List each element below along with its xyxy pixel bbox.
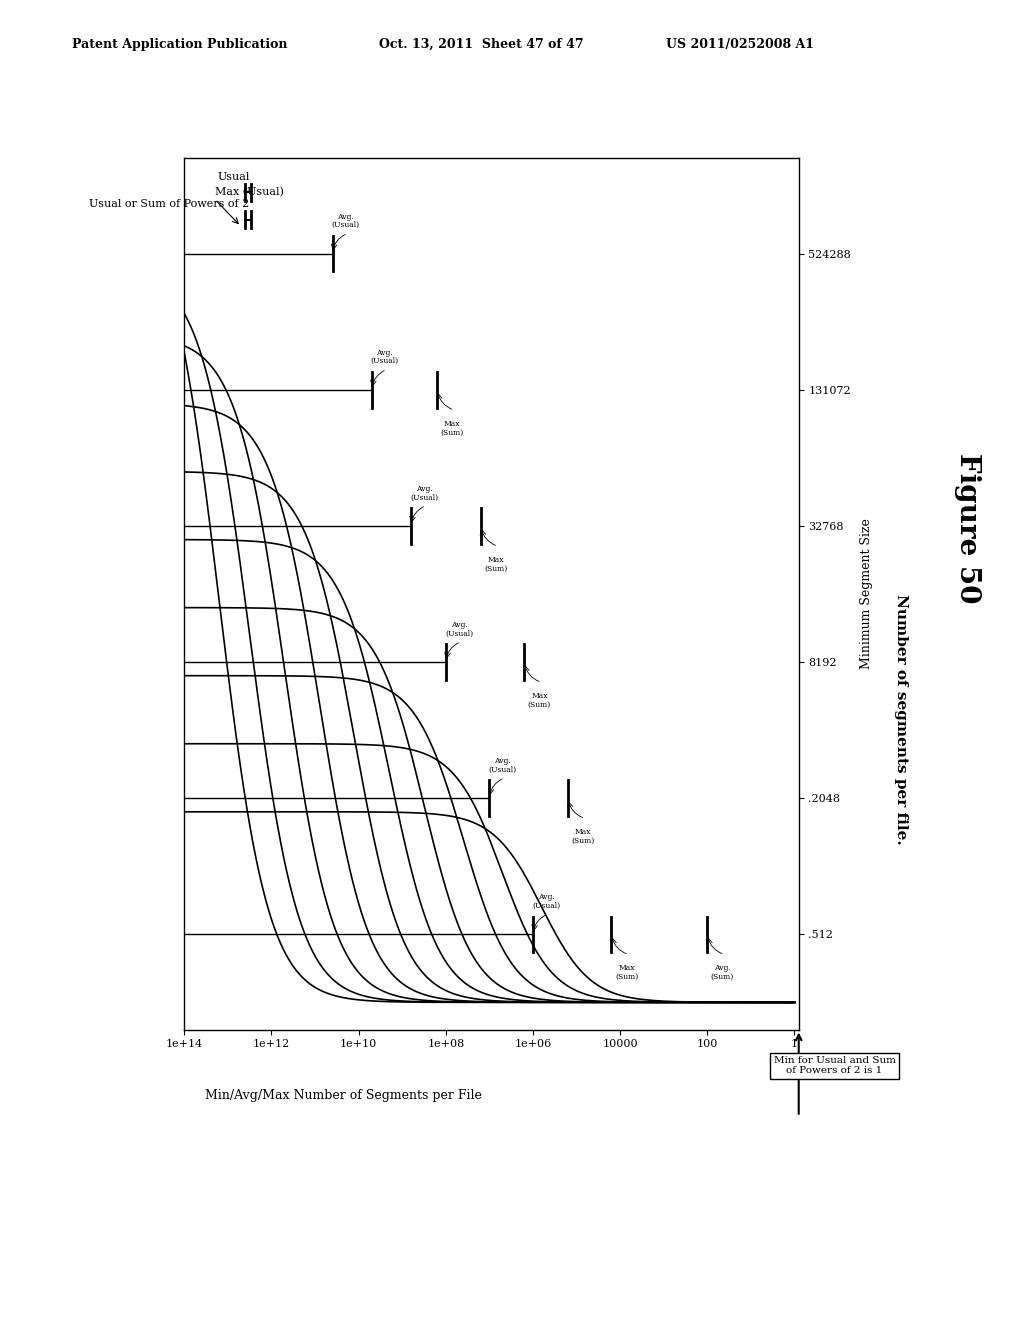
Text: Usual or Sum of Powers of 2: Usual or Sum of Powers of 2 (89, 199, 250, 209)
Text: Patent Application Publication: Patent Application Publication (72, 37, 287, 50)
Text: Avg.
(Usual): Avg. (Usual) (332, 213, 359, 230)
Text: Min for Usual and Sum
of Powers of 2 is 1: Min for Usual and Sum of Powers of 2 is … (773, 1056, 896, 1076)
Text: Max (Usual): Max (Usual) (215, 187, 284, 198)
Text: Min/Avg/Max Number of Segments per File: Min/Avg/Max Number of Segments per File (205, 1089, 481, 1102)
Text: Max
(Sum): Max (Sum) (440, 420, 464, 437)
Text: Avg.
(Usual): Avg. (Usual) (410, 484, 438, 502)
Y-axis label: Minimum Segment Size: Minimum Segment Size (859, 519, 872, 669)
Text: Avg.
(Usual): Avg. (Usual) (371, 348, 399, 366)
Text: Usual: Usual (217, 172, 250, 182)
Text: Avg.
(Usual): Avg. (Usual) (532, 894, 560, 909)
Text: Avg.
(Sum): Avg. (Sum) (711, 964, 734, 981)
Text: Number of segments per file.: Number of segments per file. (894, 594, 908, 845)
Text: Max
(Sum): Max (Sum) (615, 964, 638, 981)
Text: Max
(Sum): Max (Sum) (484, 556, 508, 573)
Text: Oct. 13, 2011  Sheet 47 of 47: Oct. 13, 2011 Sheet 47 of 47 (379, 37, 584, 50)
Text: Figure 50: Figure 50 (954, 453, 981, 603)
Text: US 2011/0252008 A1: US 2011/0252008 A1 (666, 37, 814, 50)
Text: Max
(Sum): Max (Sum) (571, 828, 595, 845)
Text: Avg.
(Usual): Avg. (Usual) (488, 758, 516, 774)
Text: Avg.
(Usual): Avg. (Usual) (444, 620, 473, 638)
Text: Max
(Sum): Max (Sum) (527, 692, 551, 709)
